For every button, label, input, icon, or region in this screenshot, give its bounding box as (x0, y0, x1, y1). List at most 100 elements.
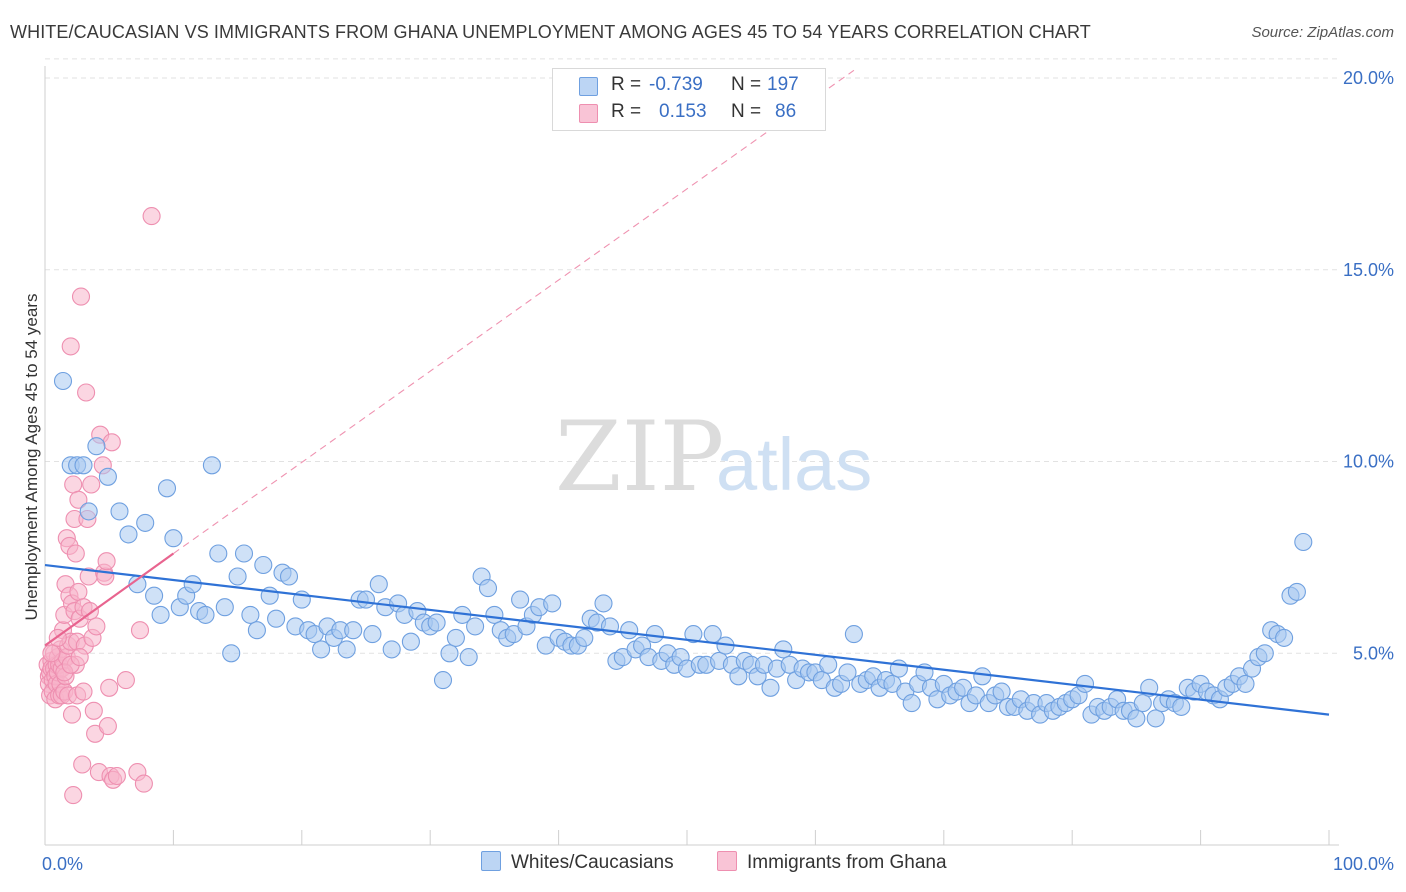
white-point-120 (844, 625, 863, 644)
white-point-44 (356, 590, 376, 609)
white-point-7 (110, 502, 129, 521)
white-point-190 (1294, 532, 1313, 552)
white-point-28 (254, 555, 273, 575)
y-tick-label-2: 15.0% (1343, 260, 1394, 280)
white-point-56 (433, 671, 453, 690)
tick-labels: 5.0% 10.0% 15.0% 20.0% 0.0% 100.0% (42, 68, 1394, 874)
watermark: ZIP atlas (555, 401, 872, 513)
y-tick-label-0: 5.0% (1353, 643, 1394, 663)
y-tick-label-3: 20.0% (1343, 68, 1394, 88)
ghana-point-68 (97, 552, 116, 571)
r-value-white: -0.739 (649, 74, 703, 95)
white-point-187 (1275, 628, 1294, 647)
white-point-61 (466, 617, 485, 636)
y-axis-label: Unemployment Among Ages 45 to 54 years (22, 294, 41, 621)
white-point-60 (459, 648, 478, 667)
ghana-point-77 (130, 621, 150, 640)
white-point-6 (98, 467, 117, 486)
white-point-73 (543, 594, 562, 613)
ghana-point-54 (77, 383, 96, 402)
white-point-89 (645, 625, 664, 644)
ghana-point-35 (61, 337, 80, 356)
white-swatch-icon (579, 77, 598, 96)
stats-row-white: R = -0.739 N = 197 (553, 73, 825, 99)
white-point-119 (838, 663, 857, 682)
white-point-22 (215, 598, 234, 617)
ghana-point-84 (74, 682, 93, 701)
white-point-51 (401, 632, 420, 651)
white-point-129 (902, 694, 921, 713)
chart-title: WHITE/CAUCASIAN VS IMMIGRANTS FROM GHANA… (10, 22, 1091, 42)
ghana-point-75 (116, 671, 135, 690)
white-point-42 (344, 621, 363, 640)
white-point-102 (729, 667, 748, 686)
white-point-20 (202, 456, 221, 475)
ghana-point-69 (98, 717, 117, 736)
white-point-78 (575, 628, 594, 647)
white-point-46 (369, 575, 388, 594)
ghana-point-72 (102, 433, 121, 452)
white-point-171 (1172, 697, 1191, 716)
white-point-24 (228, 567, 247, 586)
white-point-14 (164, 529, 183, 548)
r-label-white: R = (611, 74, 642, 95)
grid-lines (45, 58, 1339, 654)
white-point-8 (119, 525, 138, 544)
stats-row-ghana: R = 0.153 N = 86 (553, 100, 825, 126)
white-point-26 (241, 605, 260, 624)
white-point-143 (992, 682, 1011, 701)
ghana-point-58 (82, 475, 101, 494)
ghana-point-39 (64, 786, 83, 805)
white-trend-line (44, 563, 1330, 716)
white-point-184 (1255, 644, 1274, 663)
white-point-57 (440, 644, 459, 663)
ghana-point-74 (107, 766, 126, 786)
legend-label-ghana: Immigrants from Ghana (747, 852, 947, 873)
white-point-58 (446, 628, 465, 647)
ghana-point-79 (142, 207, 161, 226)
white-points (53, 371, 1313, 728)
white-point-181 (1236, 674, 1255, 693)
white-point-37 (312, 640, 331, 659)
white-point-140 (973, 667, 992, 686)
white-point-41 (337, 640, 356, 659)
ghana-point-85 (70, 648, 89, 667)
white-point-13 (157, 479, 177, 498)
ghana-point-47 (69, 490, 88, 509)
white-point-107 (761, 678, 780, 697)
white-point-45 (363, 625, 382, 644)
white-point-165 (1133, 694, 1152, 713)
white-point-116 (819, 655, 838, 674)
trend-lines (44, 69, 1330, 716)
legend-label-white: Whites/Caucasians (511, 852, 674, 873)
white-point-164 (1127, 709, 1146, 728)
watermark-zip: ZIP (555, 401, 724, 513)
white-point-81 (594, 594, 613, 613)
white-point-55 (427, 613, 446, 632)
ghana-point-50 (71, 287, 91, 306)
ghana-point-48 (69, 582, 88, 601)
ghana-point-60 (84, 701, 103, 720)
ghana-points (38, 207, 161, 805)
white-point-0 (53, 371, 73, 391)
white-point-17 (183, 575, 202, 594)
white-point-5 (87, 437, 106, 456)
ghana-point-78 (134, 774, 153, 793)
white-point-11 (145, 586, 164, 605)
white-point-85 (620, 621, 639, 640)
ghana-point-51 (73, 755, 92, 774)
ghana-swatch-icon (579, 104, 598, 123)
white-point-3 (74, 456, 93, 475)
white-point-21 (209, 544, 228, 563)
ghana-legend-swatch-icon (717, 851, 737, 871)
legend-item-ghana: Immigrants from Ghana (717, 851, 947, 874)
ghana-point-38 (62, 705, 82, 724)
source-label: Source: ZipAtlas.com (1251, 24, 1394, 41)
white-point-68 (511, 590, 530, 609)
white-point-189 (1287, 582, 1306, 601)
white-point-23 (222, 644, 241, 663)
white-point-30 (267, 609, 286, 628)
white-point-64 (485, 605, 504, 624)
n-label-white: N = (731, 74, 762, 95)
white-point-4 (79, 502, 98, 521)
